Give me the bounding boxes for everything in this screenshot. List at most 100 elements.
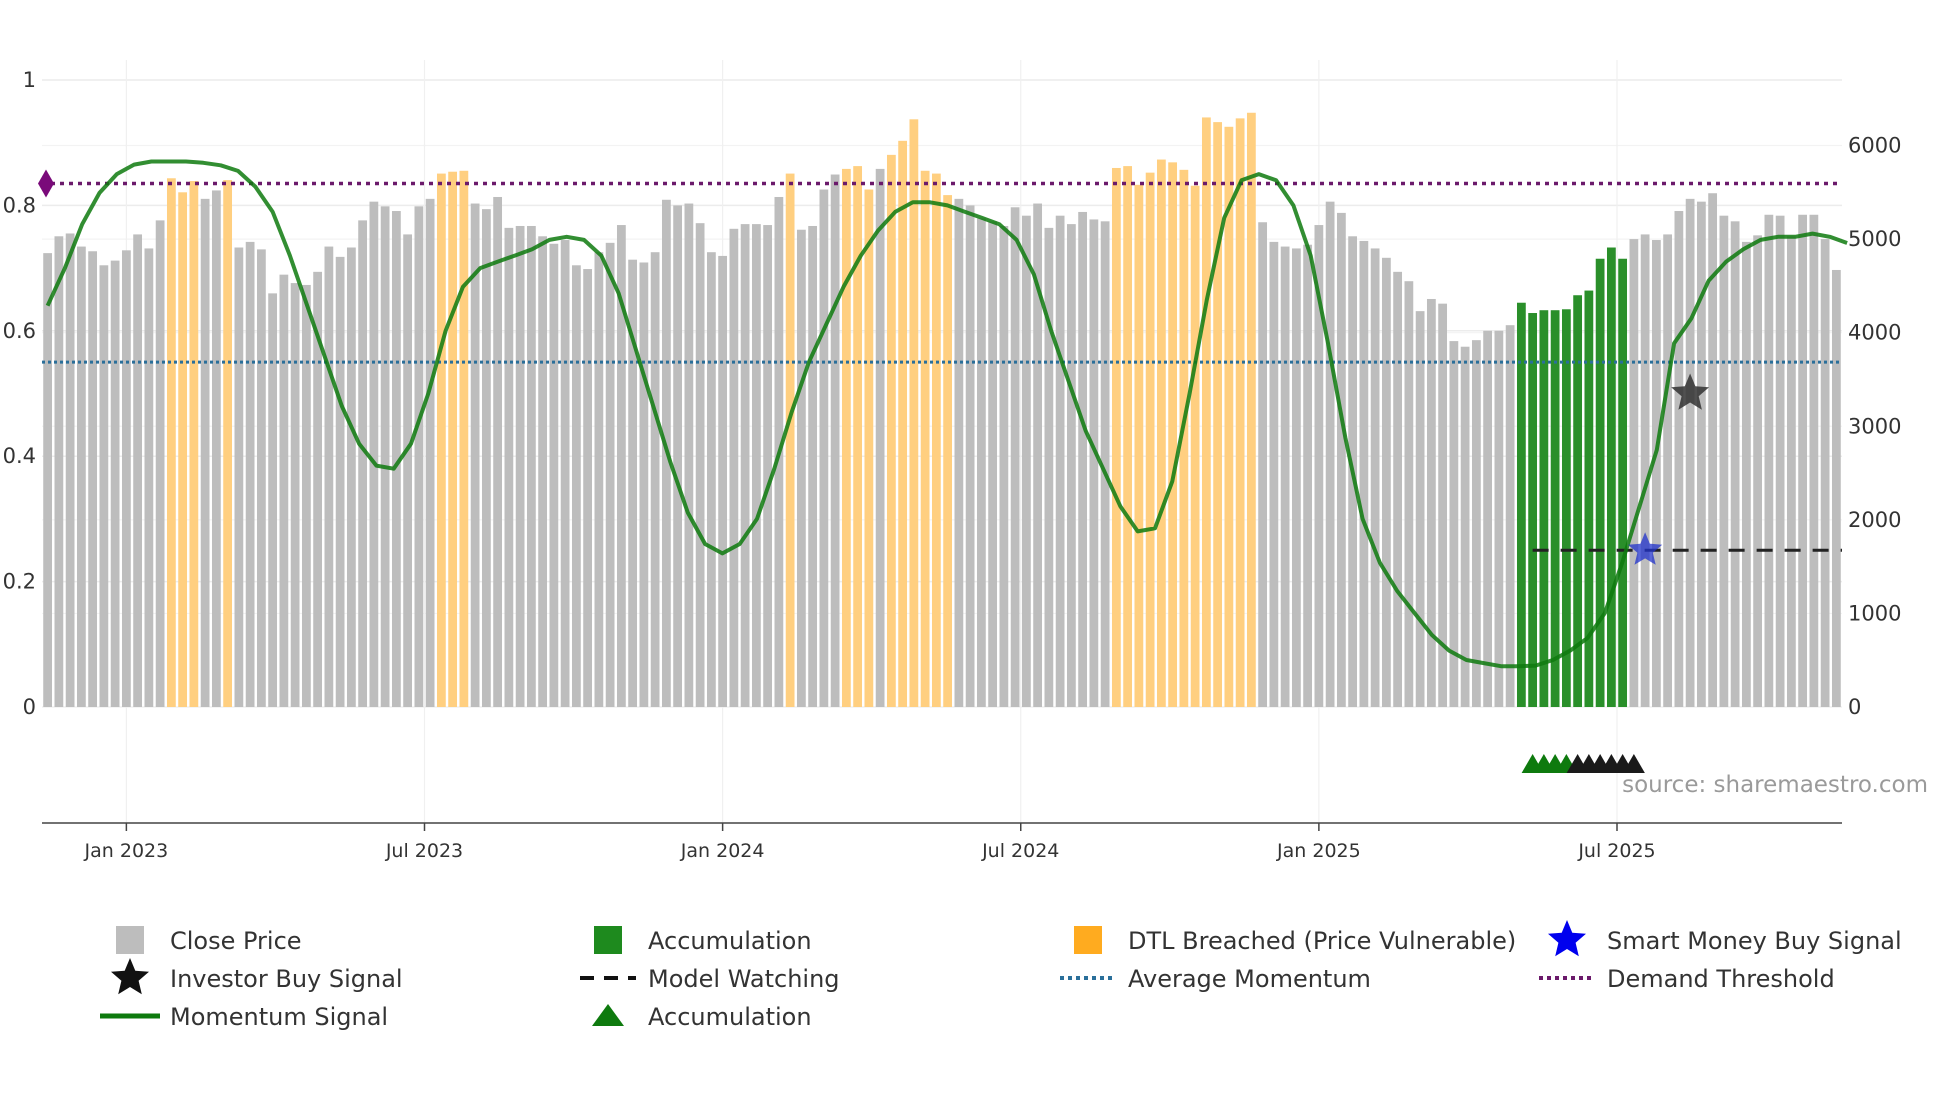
price-bar xyxy=(1213,122,1223,707)
price-bar xyxy=(1134,184,1144,707)
price-bar xyxy=(976,218,986,707)
price-bar xyxy=(1280,246,1290,708)
source-label: source: sharemaestro.com xyxy=(1622,772,1928,798)
price-bar xyxy=(538,236,548,707)
price-bar xyxy=(1516,302,1526,707)
price-bar xyxy=(1651,240,1661,707)
price-bar xyxy=(920,170,930,707)
price-bar xyxy=(425,198,435,708)
price-bar xyxy=(830,174,840,707)
price-bar xyxy=(88,251,98,707)
price-bar xyxy=(628,259,638,707)
legend-label: Accumulation xyxy=(648,1003,812,1031)
right-tick-label: 5000 xyxy=(1848,227,1901,251)
price-bar xyxy=(673,205,683,707)
price-bar xyxy=(380,206,390,707)
signals xyxy=(1521,373,1710,773)
price-bar xyxy=(1426,298,1436,707)
left-tick-label: 1 xyxy=(23,68,36,92)
price-bar xyxy=(1190,185,1200,708)
price-bar xyxy=(999,225,1009,708)
price-bar xyxy=(1438,303,1448,707)
price-bar xyxy=(605,242,615,708)
price-bar xyxy=(1258,222,1268,707)
legend-item: Average Momentum xyxy=(1060,965,1371,993)
price-bar xyxy=(391,211,401,707)
price-bar xyxy=(583,269,593,707)
price-bar xyxy=(1359,240,1369,708)
legend-swatch xyxy=(594,926,622,954)
price-bar xyxy=(616,225,626,707)
left-tick-label: 0.8 xyxy=(3,193,36,217)
price-bar xyxy=(43,253,53,707)
price-bar xyxy=(1021,215,1031,707)
legend-label: Investor Buy Signal xyxy=(170,965,403,993)
right-tick-label: 2000 xyxy=(1848,508,1901,532)
x-tick-label: Jan 2025 xyxy=(1276,840,1361,862)
price-bar xyxy=(1235,118,1245,708)
legend-label: Accumulation xyxy=(648,927,812,955)
price-bar xyxy=(718,255,728,707)
price-bar xyxy=(223,180,233,708)
demand-threshold-marker xyxy=(38,169,54,198)
price-bar xyxy=(121,250,131,707)
price-bar xyxy=(313,271,323,707)
price-bar xyxy=(335,256,345,707)
price-bar xyxy=(481,209,491,707)
momentum-signal xyxy=(45,159,1848,669)
price-bar xyxy=(1640,234,1650,707)
price-bar xyxy=(875,168,885,708)
price-bar xyxy=(1505,325,1515,707)
grid xyxy=(42,60,1842,823)
price-bar xyxy=(796,229,806,708)
price-bar xyxy=(1404,281,1414,707)
left-tick-label: 0.2 xyxy=(3,570,36,594)
x-tick-label: Jul 2025 xyxy=(1577,840,1655,862)
price-bar xyxy=(1741,241,1751,707)
legend-swatch xyxy=(1074,926,1102,954)
price-bar xyxy=(526,225,536,708)
price-bar xyxy=(1629,239,1639,708)
legend-label: Smart Money Buy Signal xyxy=(1607,927,1902,955)
price-bar xyxy=(1708,193,1718,708)
price-bar xyxy=(403,234,413,707)
right-tick-label: 3000 xyxy=(1848,414,1901,438)
price-bar xyxy=(414,206,424,707)
right-tick-label: 6000 xyxy=(1848,134,1901,158)
price-bar xyxy=(301,284,311,707)
price-bar xyxy=(1078,211,1088,707)
price-bar xyxy=(1730,221,1740,707)
price-bar xyxy=(1471,340,1481,707)
price-bar xyxy=(1798,214,1808,707)
price-bar xyxy=(515,225,525,708)
legend-item: Investor Buy Signal xyxy=(111,958,403,995)
price-bar xyxy=(1539,310,1549,707)
price-bar xyxy=(853,166,863,707)
price-bar xyxy=(1584,290,1594,707)
investor-buy-signal-star xyxy=(1671,373,1710,410)
price-bar xyxy=(268,293,278,707)
legend-star-icon xyxy=(1548,920,1586,957)
accumulation-triangle-dark xyxy=(1622,754,1645,773)
legend-item: Model Watching xyxy=(580,965,840,993)
left-tick-label: 0.4 xyxy=(3,444,36,468)
price-bar xyxy=(931,173,941,707)
price-bar xyxy=(864,189,874,708)
price-bar xyxy=(234,247,244,707)
price-bar xyxy=(1066,224,1076,707)
left-tick-label: 0 xyxy=(23,695,36,719)
price-bar xyxy=(346,247,356,707)
price-bar xyxy=(279,274,289,707)
price-bar xyxy=(943,195,953,708)
price-bar xyxy=(448,171,458,707)
price-bar xyxy=(1044,227,1054,708)
price-bar xyxy=(211,190,221,707)
price-bar xyxy=(886,154,896,708)
right-tick-label: 4000 xyxy=(1848,321,1901,345)
axes: 0 0.2 0.4 0.6 0.8 1 0 1000 2000 3000 4000 5000 6000 J… xyxy=(3,68,1902,862)
price-bar xyxy=(1561,309,1571,707)
price-bar xyxy=(909,119,919,708)
price-bar xyxy=(695,223,705,707)
price-bar xyxy=(965,205,975,707)
price-bar xyxy=(1764,214,1774,707)
